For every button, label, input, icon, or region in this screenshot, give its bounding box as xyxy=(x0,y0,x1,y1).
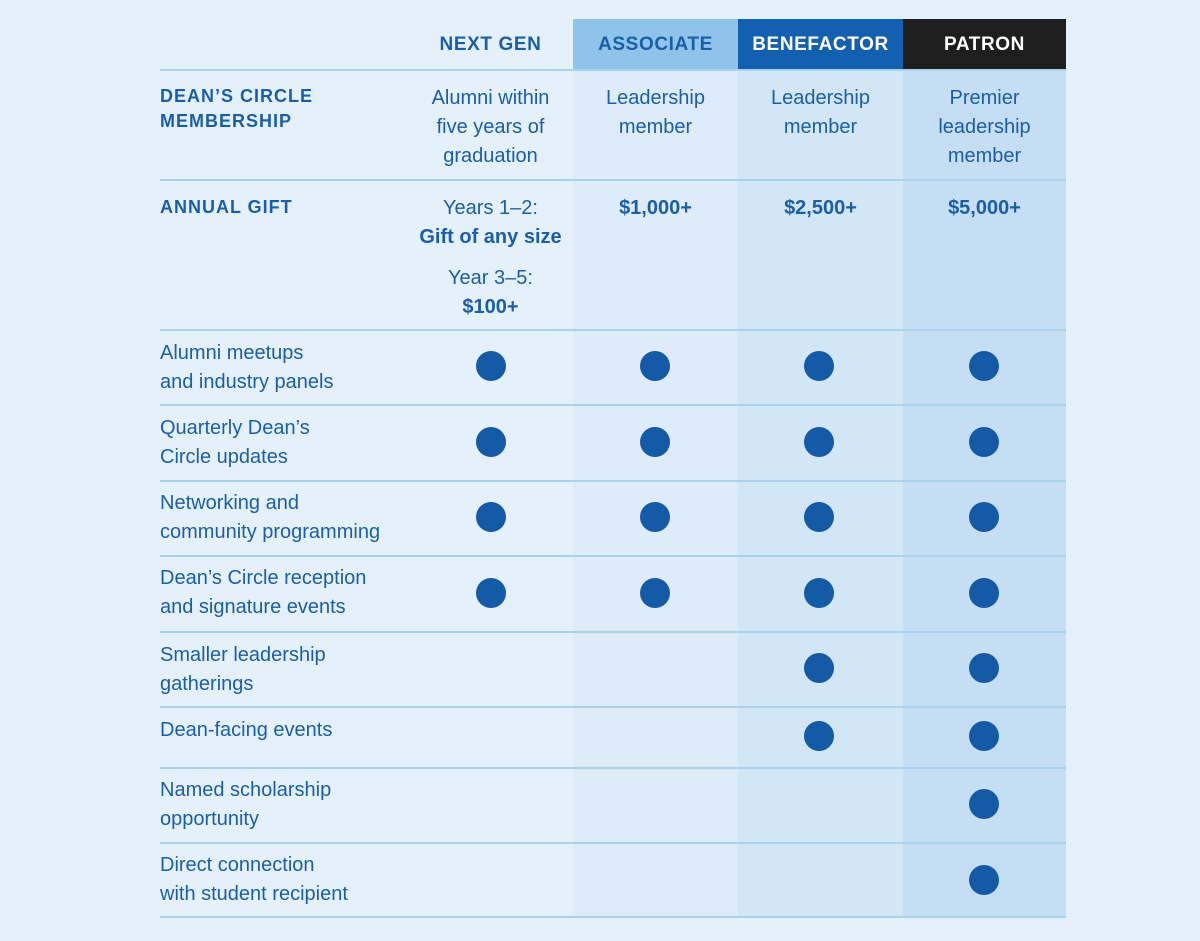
divider xyxy=(160,69,1066,71)
benefit-label-line: Quarterly Dean’s xyxy=(160,417,310,439)
divider xyxy=(160,179,1066,181)
benefit-label-line: and industry panels xyxy=(160,371,334,393)
included-dot xyxy=(476,427,506,457)
included-dot xyxy=(969,865,999,895)
benefit-label-line: Networking and xyxy=(160,492,299,514)
benefit-label-line: Alumni meetups xyxy=(160,342,304,364)
cell-line: member xyxy=(783,116,858,138)
cell-line: Gift of any size xyxy=(419,226,562,248)
patron-column xyxy=(903,70,1066,918)
cell-line: Year 3–5: xyxy=(448,267,533,289)
included-dot xyxy=(804,502,834,532)
next-gen-column xyxy=(408,70,573,918)
divider xyxy=(160,631,1066,633)
benefit-label: Dean’s Circle reception and signature ev… xyxy=(160,564,410,622)
included-dot xyxy=(640,502,670,532)
divider xyxy=(160,842,1066,844)
benefit-label-line: Dean-facing events xyxy=(160,719,333,741)
included-dot xyxy=(804,721,834,751)
cell-line: $100+ xyxy=(462,296,519,318)
benefit-label: Quarterly Dean’s Circle updates xyxy=(160,414,410,472)
benefit-label-line: opportunity xyxy=(160,808,259,830)
included-dot xyxy=(640,427,670,457)
cell-line: leadership xyxy=(938,116,1031,138)
divider xyxy=(160,767,1066,769)
benefit-label-line: with student recipient xyxy=(160,883,348,905)
membership-label-line: MEMBERSHIP xyxy=(160,111,293,131)
included-dot xyxy=(476,351,506,381)
included-dot xyxy=(476,578,506,608)
cell-line: five years of xyxy=(436,116,545,138)
benefit-label: Named scholarship opportunity xyxy=(160,776,410,834)
cell-line: Leadership xyxy=(771,87,870,109)
benefit-label: Direct connection with student recipient xyxy=(160,851,410,909)
included-dot xyxy=(969,789,999,819)
benefit-label: Smaller leadership gatherings xyxy=(160,641,410,699)
included-dot xyxy=(804,351,834,381)
included-dot xyxy=(969,653,999,683)
included-dot xyxy=(969,721,999,751)
associate-column xyxy=(573,70,738,918)
membership-label-line: DEAN’S CIRCLE xyxy=(160,86,314,106)
membership-patron: Premier leadership member xyxy=(903,84,1066,171)
benefit-label-line: Named scholarship xyxy=(160,779,332,801)
annual-gift-label: ANNUAL GIFT xyxy=(160,197,293,217)
cell-line: Premier xyxy=(949,87,1020,109)
cell-line: Leadership xyxy=(606,87,705,109)
divider xyxy=(160,329,1066,331)
cell-line: member xyxy=(618,116,693,138)
cell-line: Years 1–2: xyxy=(443,197,538,219)
membership-next-gen: Alumni within five years of graduation xyxy=(408,84,573,171)
tier-header-benefactor: BENEFACTOR xyxy=(738,19,903,70)
benefit-label-line: Dean’s Circle reception xyxy=(160,567,367,589)
included-dot xyxy=(476,502,506,532)
included-dot xyxy=(969,427,999,457)
tier-header-associate: ASSOCIATE xyxy=(573,19,738,70)
cell-line: Alumni within xyxy=(431,87,550,109)
benefactor-column xyxy=(738,70,903,918)
divider xyxy=(160,404,1066,406)
included-dot xyxy=(640,351,670,381)
divider xyxy=(160,555,1066,557)
membership-associate: Leadership member xyxy=(573,84,738,142)
included-dot xyxy=(804,578,834,608)
benefit-label: Networking and community programming xyxy=(160,489,410,547)
annual-gift-next-gen: Years 1–2: Gift of any size Year 3–5: $1… xyxy=(408,194,573,322)
benefit-label-line: gatherings xyxy=(160,673,254,695)
divider xyxy=(160,916,1066,918)
benefit-label-line: community programming xyxy=(160,521,381,543)
tier-header-next-gen: NEXT GEN xyxy=(408,19,573,70)
benefit-label: Alumni meetups and industry panels xyxy=(160,339,410,397)
membership-row-label: DEAN’S CIRCLE MEMBERSHIP xyxy=(160,84,410,134)
included-dot xyxy=(969,502,999,532)
cell-line: member xyxy=(947,145,1022,167)
benefit-label-line: Circle updates xyxy=(160,446,288,468)
annual-gift-patron: $5,000+ xyxy=(948,197,1021,219)
included-dot xyxy=(640,578,670,608)
annual-gift-associate: $1,000+ xyxy=(619,197,692,219)
included-dot xyxy=(969,578,999,608)
divider xyxy=(160,480,1066,482)
membership-benefactor: Leadership member xyxy=(738,84,903,142)
divider xyxy=(160,706,1066,708)
benefit-label-line: Direct connection xyxy=(160,854,315,876)
benefit-label-line: Smaller leadership xyxy=(160,644,326,666)
included-dot xyxy=(804,653,834,683)
included-dot xyxy=(969,351,999,381)
tier-header-patron: PATRON xyxy=(903,19,1066,70)
benefit-label: Dean-facing events xyxy=(160,716,410,745)
annual-gift-benefactor: $2,500+ xyxy=(784,197,857,219)
included-dot xyxy=(804,427,834,457)
benefit-label-line: and signature events xyxy=(160,596,346,618)
cell-line: graduation xyxy=(443,145,538,167)
